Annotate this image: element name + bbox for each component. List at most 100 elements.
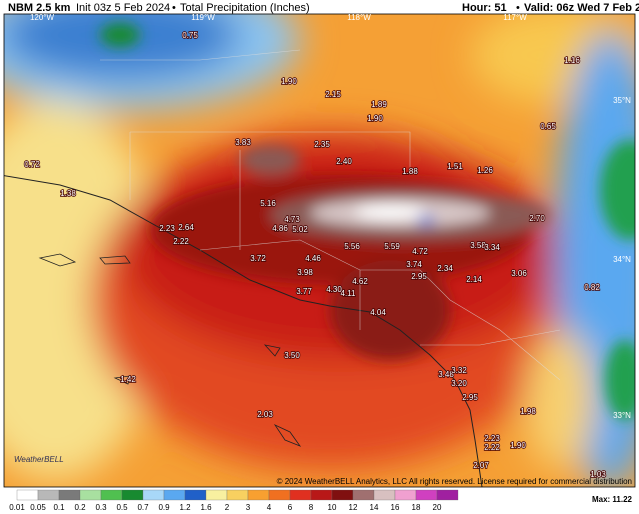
precip-value: 4.73 [284,215,300,224]
precip-value: 4.72 [412,247,428,256]
colorbar-label: 16 [391,503,400,512]
colorbar-swatch [394,489,417,501]
init-time: Init 03z 5 Feb 2024 [76,2,170,14]
precip-value: 2.64 [178,223,194,232]
precip-value: 4.86 [272,224,288,233]
precip-value: 3.72 [250,254,266,263]
precip-value: 2.35 [314,140,330,149]
longitude-label: 119°W [191,13,215,22]
precip-value: 1.88 [402,167,418,176]
precip-value: 3.48 [438,370,454,379]
latitude-label: 33°N [613,411,631,420]
colorbar-swatch [289,489,312,501]
latitude-label: 34°N [613,255,631,264]
valid-time: Valid: 06z Wed 7 Feb 2024 [524,2,639,14]
colorbar-label: 14 [370,503,379,512]
precip-value: 3.58 [470,241,486,250]
precip-value: 0.75 [182,31,198,40]
colorbar-label: 6 [288,503,293,512]
precip-value: 1.90 [510,441,526,450]
precip-value: 1.42 [120,375,136,384]
colorbar-swatch [331,489,354,501]
colorbar-label: 4 [267,503,272,512]
precip-value: 1.03 [590,470,606,479]
precip-value: 3.20 [451,379,467,388]
precip-value: 0.82 [584,283,600,292]
longitude-label: 117°W [503,13,527,22]
product-name: Total Precipitation (Inches) [180,2,310,14]
colorbar-label: 0.05 [30,503,46,512]
colorbar-label: 0.01 [9,503,25,512]
colorbar-swatch [436,489,459,501]
precip-value: 2.22 [484,443,500,452]
precip-value: 3.50 [284,351,300,360]
colorbar-swatch [247,489,270,501]
precip-value: 3.74 [406,260,422,269]
precip-value: 5.56 [344,242,360,251]
colorbar-swatch [121,489,144,501]
colorbar-swatch [184,489,207,501]
precip-value: 2.70 [529,214,545,223]
precip-value: 4.11 [341,289,357,298]
precip-value: 5.16 [260,199,276,208]
precip-value: 1.90 [367,114,383,123]
precip-value: 1.98 [520,407,536,416]
precip-value: 3.34 [484,243,500,252]
colorbar-swatch [37,489,60,501]
precip-value: 4.62 [352,277,368,286]
precip-value: 2.95 [462,393,478,402]
colorbar-label: 0.9 [158,503,170,512]
precip-value: 1.51 [447,162,463,171]
logo: WeatherBELL [14,455,64,464]
colorbar-swatch [226,489,249,501]
dot: • [516,2,520,14]
colorbar-label: 0.1 [53,503,65,512]
colorbar-swatch [142,489,165,501]
colorbar-label: 1.2 [179,503,191,512]
precip-value: 3.83 [235,138,251,147]
precip-value: 1.89 [371,100,387,109]
colorbar-swatch [163,489,186,501]
precip-value: 2.14 [466,275,482,284]
colorbar-swatch [352,489,375,501]
latitude-label: 35°N [613,96,631,105]
colorbar-label: 18 [412,503,421,512]
precip-value: 2.95 [411,272,427,281]
precip-value: 2.34 [437,264,453,273]
colorbar-swatch [373,489,396,501]
dot: • [172,2,176,14]
model-name: NBM 2.5 km [8,2,71,14]
colorbar-label: 2 [225,503,230,512]
colorbar-label: 1.6 [200,503,212,512]
colorbar-label: 3 [246,503,251,512]
colorbar-label: 10 [328,503,337,512]
precip-value: 2.23 [159,224,175,233]
precip-value: 1.38 [60,189,76,198]
precip-value: 4.46 [305,254,321,263]
precip-value: 2.40 [336,157,352,166]
precip-value: 2.03 [257,410,273,419]
colorbar-label: 8 [309,503,314,512]
precip-value: 2.15 [325,90,341,99]
precip-value: 2.23 [484,434,500,443]
colorbar-label: 0.2 [74,503,86,512]
precip-value: 1.90 [281,77,297,86]
precip-value: 3.32 [451,366,467,375]
precip-value: 5.59 [384,242,400,251]
precip-value: 3.06 [511,269,527,278]
forecast-hour: Hour: 51 [462,2,507,14]
longitude-label: 120°W [30,13,55,22]
max-value: Max: 11.22 [592,495,633,504]
colorbar-swatch [16,489,39,501]
colorbar-swatch [205,489,228,501]
precip-value: 3.98 [297,268,313,277]
colorbar-label: 12 [349,503,358,512]
colorbar-label: 0.7 [137,503,149,512]
precip-value: 1.16 [564,56,580,65]
colorbar-label: 0.3 [95,503,107,512]
longitude-label: 118°W [347,13,371,22]
precip-value: 2.22 [173,237,189,246]
colorbar-swatch [310,489,333,501]
